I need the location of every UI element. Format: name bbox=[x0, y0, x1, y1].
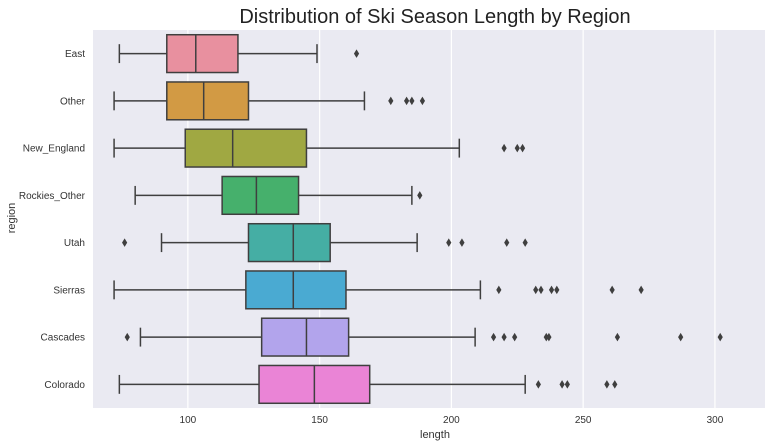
outlier-point bbox=[124, 332, 130, 342]
outlier-point bbox=[559, 380, 565, 389]
outlier-point bbox=[501, 332, 507, 342]
outlier-point bbox=[496, 285, 502, 295]
iqr-box bbox=[221, 175, 300, 216]
box-new-england bbox=[113, 128, 526, 168]
outlier-point bbox=[548, 285, 555, 295]
outlier-point bbox=[459, 238, 465, 247]
box-sierras bbox=[113, 270, 644, 310]
box-colorado bbox=[118, 364, 618, 405]
outlier-point bbox=[504, 238, 510, 247]
outlier-point bbox=[609, 285, 615, 295]
y-axis-label: region bbox=[6, 203, 18, 234]
outlier-point bbox=[446, 238, 452, 247]
outlier-point bbox=[419, 96, 426, 106]
outlier-point bbox=[388, 96, 394, 106]
outlier-point bbox=[678, 332, 684, 342]
outlier-point bbox=[417, 191, 423, 200]
box-cascades bbox=[124, 317, 723, 357]
outlier-point bbox=[612, 380, 618, 389]
box-utah bbox=[122, 222, 528, 263]
y-tick-label: Utah bbox=[64, 238, 85, 249]
outlier-point bbox=[353, 49, 360, 58]
iqr-box bbox=[184, 128, 308, 168]
outlier-point bbox=[538, 285, 544, 295]
box-east bbox=[118, 33, 360, 74]
x-tick-label: 100 bbox=[180, 415, 197, 426]
outlier-point bbox=[514, 143, 520, 153]
outlier-point bbox=[519, 143, 526, 153]
chart-title: Distribution of Ski Season Length by Reg… bbox=[239, 6, 630, 28]
iqr-box bbox=[166, 33, 239, 74]
outlier-point bbox=[546, 332, 552, 342]
y-tick-label: East bbox=[65, 49, 85, 60]
boxes bbox=[113, 33, 723, 405]
x-tick-label: 150 bbox=[311, 415, 328, 426]
x-tick-label: 200 bbox=[443, 415, 460, 426]
y-tick-label: Rockies_Other bbox=[19, 191, 86, 202]
y-tick-label: New_England bbox=[23, 144, 85, 155]
outlier-point bbox=[614, 332, 621, 342]
x-tick-label: 250 bbox=[575, 415, 592, 426]
outlier-point bbox=[122, 238, 128, 247]
outlier-point bbox=[522, 238, 528, 247]
iqr-box bbox=[166, 81, 250, 121]
x-tick-labels: 100 150 200 250 300 bbox=[180, 415, 724, 426]
box-rockies-other bbox=[134, 175, 423, 216]
iqr-box bbox=[260, 317, 350, 357]
outlier-point bbox=[717, 332, 723, 342]
outlier-point bbox=[409, 96, 415, 106]
y-tick-label: Sierras bbox=[53, 285, 85, 296]
outlier-point bbox=[638, 285, 644, 295]
outlier-point bbox=[512, 332, 518, 342]
outlier-point bbox=[404, 96, 410, 106]
iqr-box bbox=[245, 270, 347, 310]
outlier-point bbox=[533, 285, 539, 295]
y-tick-labels: East Other New_England Rockies_Other Utah Sie… bbox=[19, 49, 86, 391]
x-axis-label: length bbox=[420, 429, 450, 441]
outlier-point bbox=[490, 332, 497, 342]
outlier-point bbox=[501, 143, 507, 153]
box-other bbox=[113, 81, 426, 121]
iqr-box bbox=[247, 222, 331, 263]
outlier-point bbox=[543, 332, 549, 342]
y-tick-label: Colorado bbox=[44, 380, 85, 391]
y-tick-label: Cascades bbox=[41, 333, 85, 344]
outlier-point bbox=[604, 380, 610, 389]
outlier-point bbox=[564, 380, 570, 389]
y-tick-label: Other bbox=[60, 96, 86, 107]
outlier-point bbox=[554, 285, 560, 295]
outlier-point bbox=[535, 380, 541, 389]
x-tick-label: 300 bbox=[707, 415, 724, 426]
